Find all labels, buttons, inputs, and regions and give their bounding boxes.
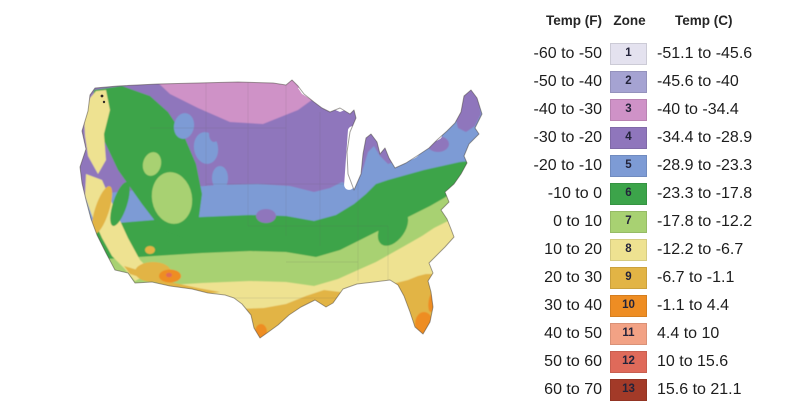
temp-f-value: 30 to 40 [544,297,602,314]
puget-sound [100,94,106,104]
lake-superior [298,82,350,112]
legend-rows: -60 to -50 1 -51.1 to -45.6 -50 to -40 2… [512,40,792,404]
legend-header-zone: Zone [613,12,646,28]
sierra-green [110,182,130,226]
zone-swatch: 6 [610,183,647,205]
northwest-coast-strip [84,90,110,174]
rockies-purple-1 [209,126,219,142]
lake-ontario [426,134,442,142]
temp-c-value: -40 to -34.4 [657,101,739,118]
zone-swatch: 1 [610,43,647,65]
legend-row: -60 to -50 1 -51.1 to -45.6 [512,40,792,68]
zone-number: 5 [625,159,632,172]
legend-row: -30 to -20 4 -34.4 to -28.9 [512,124,792,152]
temp-f-value: -30 to -20 [533,129,602,146]
zone-regions [80,80,482,338]
zone-swatch: 8 [610,239,647,261]
zone-3-region [155,80,328,124]
zone-swatch: 13 [610,379,647,401]
temp-c-value: 15.6 to 21.1 [657,381,742,398]
temp-c-value: 4.4 to 10 [657,325,720,342]
us-hardiness-map [79,79,483,339]
oregon-lightgreen [142,152,162,176]
zone-number: 8 [625,243,632,256]
temp-c-value: -28.9 to -23.3 [657,157,753,174]
zone-number: 12 [622,355,635,368]
legend-row: -50 to -40 2 -45.6 to -40 [512,68,792,96]
zone-swatch: 10 [610,295,647,317]
zone-swatch: 5 [610,155,647,177]
legend-row: -20 to -10 5 -28.9 to -23.3 [512,152,792,180]
legend-header-temp-f: Temp (F) [546,12,602,28]
temp-f-value: -10 to 0 [547,185,602,202]
temp-f-value: -40 to -30 [533,101,602,118]
lake-huron [373,123,395,141]
temp-c-value: -12.2 to -6.7 [657,241,744,258]
legend-row: -40 to -30 3 -40 to -34.4 [512,96,792,124]
lake-erie [400,150,420,162]
temp-f-value: -60 to -50 [533,45,602,62]
legend-row: -10 to 0 6 -23.3 to -17.8 [512,180,792,208]
legend-row: 0 to 10 7 -17.8 to -12.2 [512,208,792,236]
colorado-purple [256,209,276,223]
temp-f-value: 0 to 10 [553,213,602,230]
zone-number: 9 [625,271,632,284]
temp-c-value: -23.3 to -17.8 [657,185,753,202]
zone-number: 7 [625,215,632,228]
zone-number: 13 [622,383,635,396]
temp-f-value: 10 to 20 [544,241,602,258]
temp-c-value: -34.4 to -28.9 [657,129,753,146]
temp-c-value: -1.1 to 4.4 [657,297,730,314]
legend-row: 20 to 30 9 -6.7 to -1.1 [512,264,792,292]
socal-gold-band [124,266,220,295]
temp-f-value: 40 to 50 [544,325,602,342]
zone-number: 11 [622,327,635,340]
temp-c-value: -51.1 to -45.6 [657,45,753,62]
legend-header-temp-c: Temp (C) [675,12,733,28]
zone-number: 2 [625,75,632,88]
rockies-blue-1 [173,113,195,139]
zone-swatch: 9 [610,267,647,289]
zone-number: 1 [625,47,632,60]
temp-c-value: 10 to 15.6 [657,353,729,370]
legend-row: 10 to 20 8 -12.2 to -6.7 [512,236,792,264]
legend-row: 50 to 60 12 10 to 15.6 [512,348,792,376]
temp-f-value: 50 to 60 [544,353,602,370]
temp-c-value: -45.6 to -40 [657,73,739,90]
temp-f-value: -50 to -40 [533,73,602,90]
zone-swatch: 12 [610,351,647,373]
zone-number: 10 [622,299,635,312]
temp-c-value: -6.7 to -1.1 [657,269,735,286]
temp-f-value: 60 to 70 [544,381,602,398]
state-borders [150,82,389,299]
legend-row: 60 to 70 13 15.6 to 21.1 [512,376,792,404]
phoenix-hot-spot [166,272,172,278]
central-valley-gold [91,186,113,234]
us-outline [79,79,483,339]
legend-header-row: Temp (F) Zone Temp (C) [512,12,792,28]
zone-legend: Temp (F) Zone Temp (C) -60 to -50 1 -51.… [512,12,792,404]
temp-c-value: -17.8 to -12.2 [657,213,753,230]
legend-row: 40 to 50 11 4.4 to 10 [512,320,792,348]
zone-number: 6 [625,187,632,200]
temp-f-value: 20 to 30 [544,269,602,286]
zone-swatch: 4 [610,127,647,149]
zone-swatch: 3 [610,99,647,121]
zone-number: 3 [625,103,632,116]
appalachian-green-tongue [377,210,409,246]
great-basin-lightgreen [151,172,193,224]
zone-swatch: 11 [610,323,647,345]
zone-number: 4 [625,131,632,144]
maine-purple [456,88,481,132]
vegas-gold [145,246,155,254]
rockies-blue-3 [212,166,228,190]
legend-row: 30 to 40 10 -1.1 to 4.4 [512,292,792,320]
zone-swatch: 7 [610,211,647,233]
zone-swatch: 2 [610,71,647,93]
temp-f-value: -20 to -10 [533,157,602,174]
